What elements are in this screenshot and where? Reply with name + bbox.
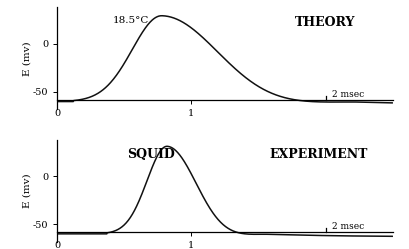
Text: 18.5°C: 18.5°C — [113, 16, 149, 25]
Text: THEORY: THEORY — [295, 16, 356, 29]
Y-axis label: E (mv): E (mv) — [22, 173, 31, 208]
Text: 2 msec: 2 msec — [332, 222, 364, 231]
Y-axis label: E (mv): E (mv) — [22, 41, 31, 76]
Text: 2 msec: 2 msec — [332, 90, 364, 99]
Text: EXPERIMENT: EXPERIMENT — [270, 148, 368, 161]
Text: SQUID: SQUID — [127, 148, 175, 161]
